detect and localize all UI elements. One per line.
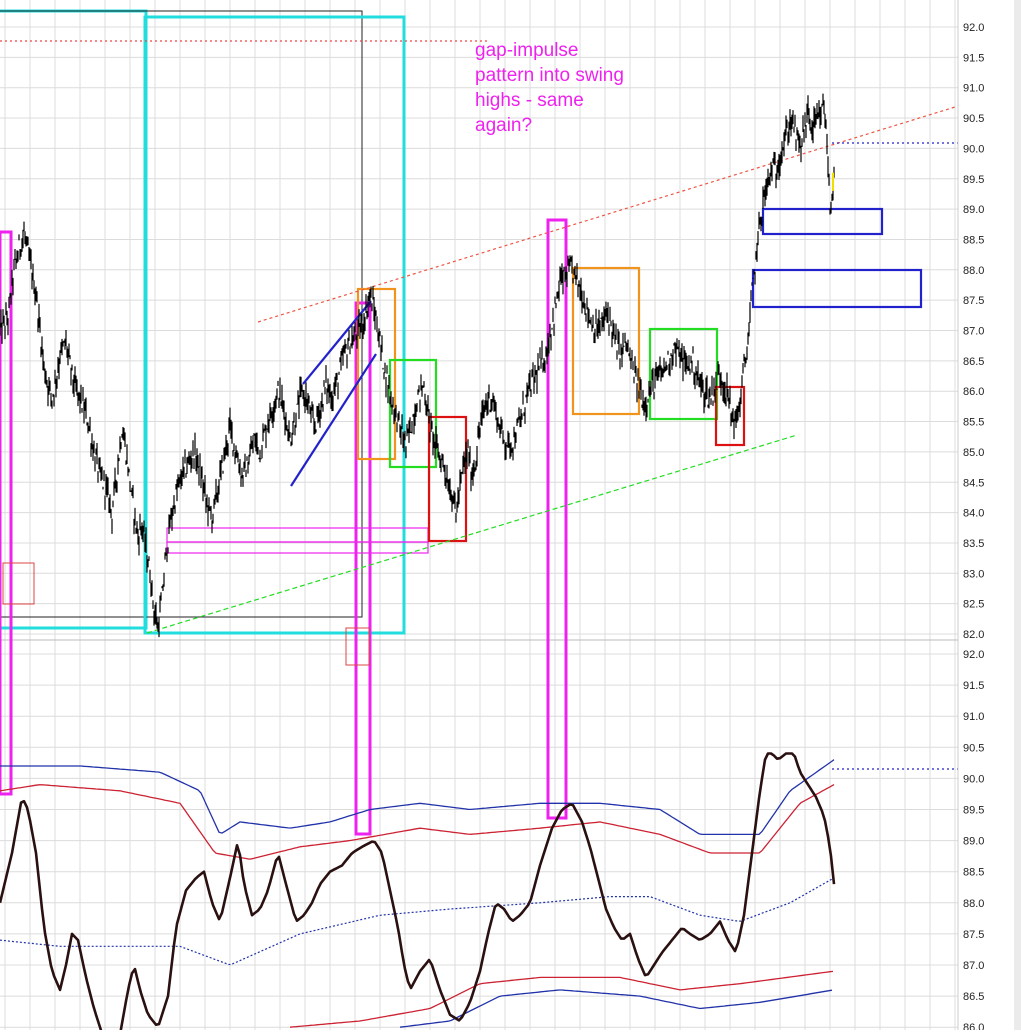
overlay-layer [0, 9, 958, 836]
orange-box [356, 287, 397, 461]
y-tick-label: 91.5 [963, 52, 984, 64]
black-box [0, 10, 363, 618]
price-series [0, 93, 835, 638]
magenta-level-box [166, 527, 429, 543]
y-tick-label: 89.5 [963, 805, 984, 817]
y-axis: 92.0 91.5 91.0 90.5 90.0 89.5 89.0 88.5 88.0 87.5… [957, 0, 1021, 1034]
cyan-box [0, 9, 148, 630]
y-tick-label: 90.5 [963, 742, 984, 754]
blue-box [761, 207, 884, 236]
annotation-line: again? [475, 115, 532, 136]
lower-band-blue [399, 989, 833, 1028]
magenta-level-box [166, 541, 429, 554]
blue-box [751, 268, 923, 309]
y-tick-label: 87.5 [963, 929, 984, 941]
upper-band-red [0, 784, 835, 860]
y-tick-label: 86.0 [963, 386, 984, 398]
oscillator-line [0, 752, 836, 1035]
green-box [648, 327, 719, 421]
orange-box [571, 266, 641, 416]
y-tick-label: 88.0 [963, 265, 984, 277]
annotation-line: pattern into swing [475, 65, 624, 86]
y-tick-label: 85.5 [963, 417, 984, 429]
y-tick-label: 89.0 [963, 836, 984, 848]
blue-channel-line [302, 300, 372, 385]
magenta-bar [0, 230, 13, 796]
axis-background [958, 0, 1021, 1030]
magenta-bar [354, 301, 372, 836]
y-tick-label: 86.0 [963, 1022, 984, 1030]
annotation-line: gap-impulse [475, 40, 579, 61]
y-tick-label: 84.5 [963, 477, 984, 489]
red-dotted-trendline [257, 106, 956, 323]
y-tick-label: 87.0 [963, 960, 984, 972]
price-bars [0, 93, 835, 638]
red-small-box [345, 627, 370, 666]
y-tick-label: 91.0 [963, 711, 984, 723]
y-tick-label: 82.0 [963, 629, 984, 641]
y-tick-label: 92.0 [963, 649, 984, 661]
mid-band-dotted [0, 877, 835, 966]
y-tick-label: 88.5 [963, 867, 984, 879]
annotation-line: highs - same [475, 90, 584, 111]
y-tick-label: 83.5 [963, 538, 984, 550]
blue-channel-line [290, 353, 377, 487]
y-tick-label: 87.5 [963, 295, 984, 307]
y-tick-label: 83.0 [963, 568, 984, 580]
y-tick-label: 86.5 [963, 991, 984, 1003]
y-tick-label: 90.5 [963, 113, 984, 125]
y-tick-label: 91.5 [963, 680, 984, 692]
annotation-text: gap-impulse pattern into swing highs - sam… [475, 40, 624, 136]
y-tick-label: 90.0 [963, 773, 984, 785]
y-tick-label: 88.0 [963, 898, 984, 910]
y-tick-label: 90.0 [963, 143, 984, 155]
y-tick-label: 85.0 [963, 447, 984, 459]
cyan-box [143, 15, 406, 635]
lower-band-red [289, 970, 834, 1028]
y-tick-label: 84.0 [963, 508, 984, 520]
green-dashed-trendline [146, 434, 798, 634]
green-box [388, 358, 438, 469]
y-tick-label: 92.0 [963, 22, 984, 34]
y-tick-label: 86.5 [963, 356, 984, 368]
y-tick-label: 91.0 [963, 83, 984, 95]
y-tick-label: 89.0 [963, 204, 984, 216]
magenta-bar [546, 218, 568, 820]
y-tick-label: 87.0 [963, 326, 984, 338]
oscillator-panel [0, 752, 836, 1035]
scroll-edge [1014, 0, 1021, 1030]
upper-band-blue [0, 759, 835, 836]
y-tick-label: 82.5 [963, 599, 984, 611]
y-tick-label: 89.5 [963, 174, 984, 186]
red-small-box [2, 562, 35, 605]
y-tick-label: 88.5 [963, 234, 984, 246]
